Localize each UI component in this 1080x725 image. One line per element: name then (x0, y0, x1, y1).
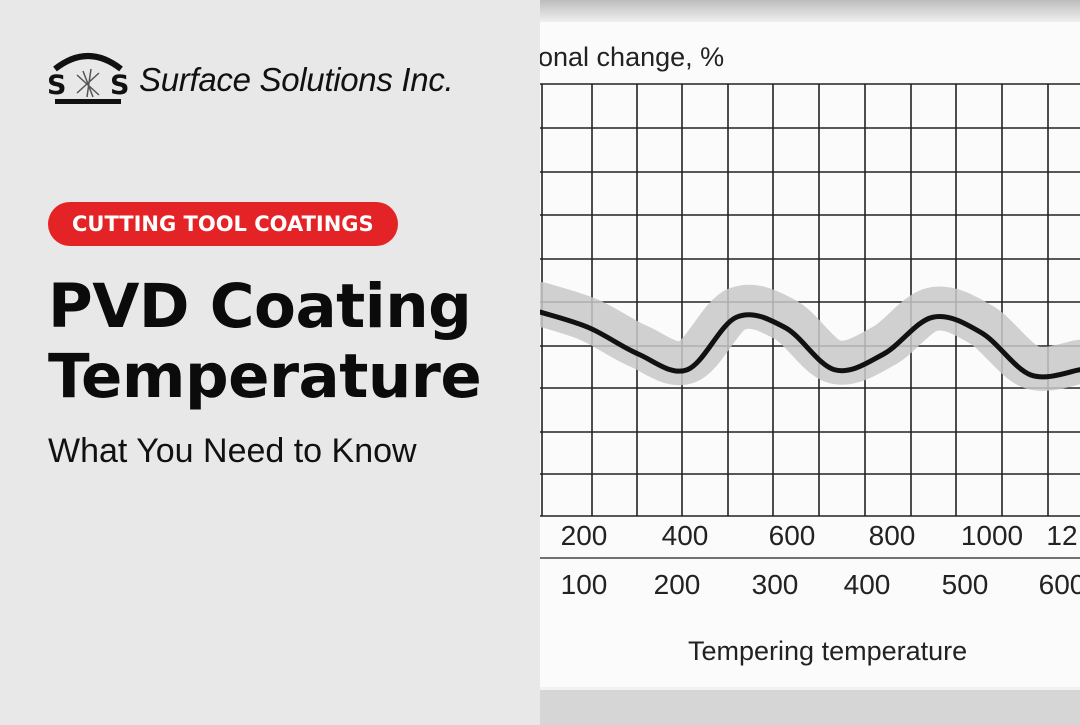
x-tick-label-bottom: 400 (844, 569, 891, 600)
x-tick-label-top: 400 (662, 520, 709, 551)
title-panel: S S Surface Solutions Inc. CUTTING TOOL … (47, 45, 528, 470)
series-line (540, 309, 1080, 380)
tolerance-band (540, 282, 1080, 391)
y-axis-label: onal change, % (540, 42, 724, 72)
chart-bottom-border (540, 690, 1080, 725)
svg-text:S: S (110, 70, 129, 101)
x-tick-label-bottom: 600 (1039, 569, 1080, 600)
company-name: Surface Solutions Inc. (139, 61, 454, 98)
x-tick-label-top: 600 (769, 520, 816, 551)
chart-top-shadow (540, 0, 1080, 24)
x-axis-label: Tempering temperature (688, 636, 967, 666)
x-tick-label-bottom: 500 (942, 569, 989, 600)
logo-mark-icon: S S (47, 53, 129, 104)
chart-band (540, 282, 1080, 391)
x-tick-label-bottom: 200 (654, 569, 701, 600)
x-tick-label-top: 12 (1046, 520, 1077, 551)
svg-text:S: S (47, 70, 66, 101)
dimensional-change-chart: 200 400 600 800 1000 12 100 200 300 400 500 600 on… (540, 0, 1080, 725)
category-badge[interactable]: CUTTING TOOL COATINGS (48, 202, 398, 246)
x-tick-label-bottom: 100 (561, 569, 608, 600)
x-tick-label-top: 200 (561, 520, 608, 551)
x-tick-label-top: 800 (869, 520, 916, 551)
x-axis-top-ticks: 200 400 600 800 1000 12 (561, 520, 1078, 551)
page-subtitle: What You Need to Know (48, 432, 417, 470)
x-tick-label-bottom: 300 (752, 569, 799, 600)
page-title: PVD Coating Temperature (48, 272, 528, 412)
chart-curve (540, 309, 1080, 380)
title-line-2: Temperature (48, 341, 482, 412)
title-line-1: PVD Coating (48, 271, 472, 342)
company-logo[interactable]: S S Surface Solutions Inc. (47, 45, 467, 107)
x-axis-bottom-ticks: 100 200 300 400 500 600 (561, 569, 1080, 600)
x-tick-label-top: 1000 (961, 520, 1023, 551)
chart-image-panel: 200 400 600 800 1000 12 100 200 300 400 500 600 on… (540, 0, 1080, 725)
